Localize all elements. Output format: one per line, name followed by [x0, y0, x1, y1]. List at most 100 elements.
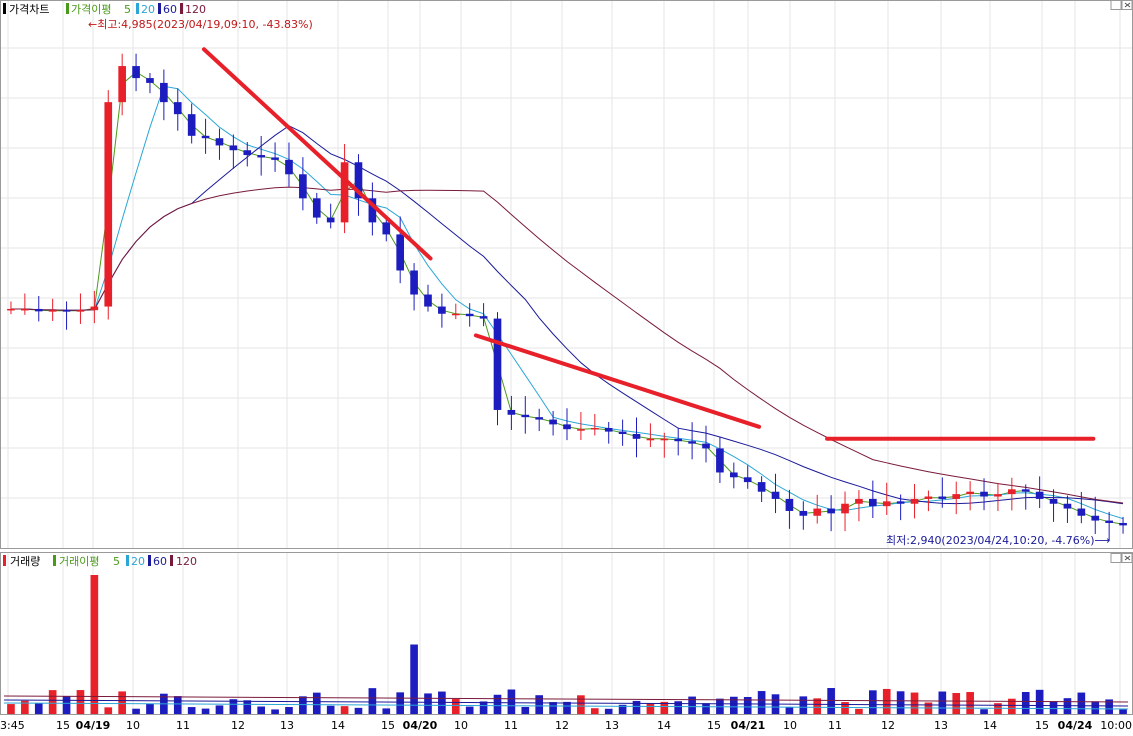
ma20-marker — [136, 3, 139, 14]
volume-bar — [326, 705, 335, 714]
candle-body — [660, 438, 669, 441]
volume-bar — [729, 696, 738, 714]
volume-bar — [980, 709, 988, 714]
candle-body — [479, 316, 488, 319]
volume-bar — [966, 692, 974, 714]
vol-ma20-marker — [126, 555, 129, 566]
candle-body — [688, 441, 696, 444]
volume-ma60: 60 — [153, 555, 167, 568]
candle-body — [354, 162, 363, 199]
x-tick-label: 10 — [783, 719, 797, 732]
volume-bar — [855, 708, 863, 714]
volume-bar — [577, 695, 585, 714]
volume-bar — [312, 692, 321, 714]
volume-bar — [1021, 692, 1030, 714]
x-tick-label: 14 — [983, 719, 997, 732]
volume-bar — [563, 701, 571, 714]
volume-bar — [118, 691, 126, 714]
candle-body — [869, 498, 877, 507]
price-ma120: 120 — [185, 3, 206, 16]
candle-body — [910, 498, 919, 504]
candle-body — [938, 496, 947, 499]
volume-panel-title: 거래량 — [10, 555, 40, 568]
volume-bar — [716, 698, 724, 714]
price-ma20: 20 — [141, 3, 155, 16]
ma-line — [11, 125, 1124, 505]
volume-panel-window-buttons[interactable] — [1110, 553, 1133, 563]
x-tick-label: 15 — [56, 719, 70, 732]
x-tick-label: 04/19 — [76, 719, 111, 732]
candle-body — [841, 503, 849, 514]
x-tick-label: 15 — [381, 719, 395, 732]
candle-body — [465, 313, 474, 317]
volume-bar — [604, 708, 613, 714]
candle-body — [451, 313, 460, 316]
candle-body — [1021, 489, 1030, 492]
x-tick-label: 10 — [454, 719, 468, 732]
ma60-marker — [158, 3, 161, 14]
volume-bar — [896, 691, 905, 714]
candlesticks — [7, 53, 1127, 541]
volume-bar — [48, 690, 57, 714]
candle-body — [271, 157, 279, 160]
volume-bar — [215, 705, 224, 714]
candle-body — [312, 198, 321, 218]
candle-body — [924, 496, 933, 499]
ma-legend-marker — [66, 3, 69, 14]
candle-body — [952, 494, 961, 499]
trendlines — [201, 47, 1096, 441]
candle-body — [104, 102, 113, 307]
volume-bar — [285, 707, 293, 714]
x-tick-label: 11 — [828, 719, 842, 732]
x-tick-label: 12 — [555, 719, 569, 732]
candle-body — [21, 308, 29, 311]
candle-body — [257, 155, 265, 158]
volume-bar — [1119, 709, 1127, 714]
candle-body — [980, 491, 988, 497]
volume-ma-legend-label: 거래이평 — [59, 555, 99, 568]
volume-bar — [243, 700, 252, 714]
volume-bar — [257, 706, 265, 714]
volume-moving-averages — [3, 695, 1129, 710]
volume-bar — [451, 699, 460, 714]
candle-body — [493, 318, 502, 410]
volume-ma5: 5 — [113, 555, 120, 568]
volume-bar — [1008, 698, 1016, 714]
candle-body — [1063, 503, 1072, 509]
volume-bar — [76, 690, 85, 714]
candle-body — [215, 138, 224, 146]
candle-body — [646, 438, 655, 441]
candle-body — [771, 491, 780, 499]
volume-bar — [869, 690, 877, 714]
volume-bar — [201, 708, 210, 714]
volume-bar — [646, 703, 655, 714]
volume-bar — [132, 708, 140, 714]
candle-body — [535, 417, 544, 420]
candle-body — [326, 217, 335, 223]
volume-bar — [354, 707, 363, 714]
candle-body — [674, 438, 683, 442]
candle-body — [146, 78, 154, 83]
x-tick-label: 11 — [176, 719, 190, 732]
candle-body — [549, 419, 557, 425]
price-ma60: 60 — [163, 3, 177, 16]
candle-body — [410, 270, 418, 295]
price-panel-window-buttons[interactable] — [1110, 0, 1133, 10]
high-annotation: ←최고:4,985(2023/04/19,09:10, -43.83%) — [88, 18, 313, 31]
volume-bar — [882, 688, 891, 714]
x-tick-label: 04/20 — [403, 719, 438, 732]
candle-body — [132, 66, 140, 79]
x-tick-label: 13 — [934, 719, 948, 732]
candle-body — [90, 306, 99, 311]
volume-ma-line — [3, 702, 1129, 710]
x-tick-label: 14 — [331, 719, 345, 732]
candle-body — [799, 510, 808, 516]
x-tick-label: 11 — [504, 719, 518, 732]
candle-body — [1105, 520, 1113, 523]
candle-body — [173, 102, 182, 115]
volume-bar — [299, 696, 307, 714]
price-panel-frame — [0, 0, 1133, 549]
volume-bar — [813, 698, 822, 714]
volume-bar — [368, 688, 377, 714]
